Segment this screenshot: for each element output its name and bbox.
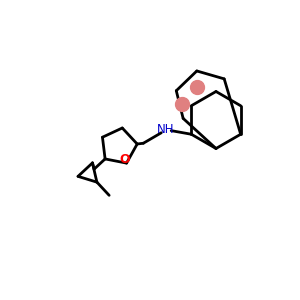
Text: NH: NH [157, 123, 175, 136]
Text: O: O [120, 153, 130, 166]
